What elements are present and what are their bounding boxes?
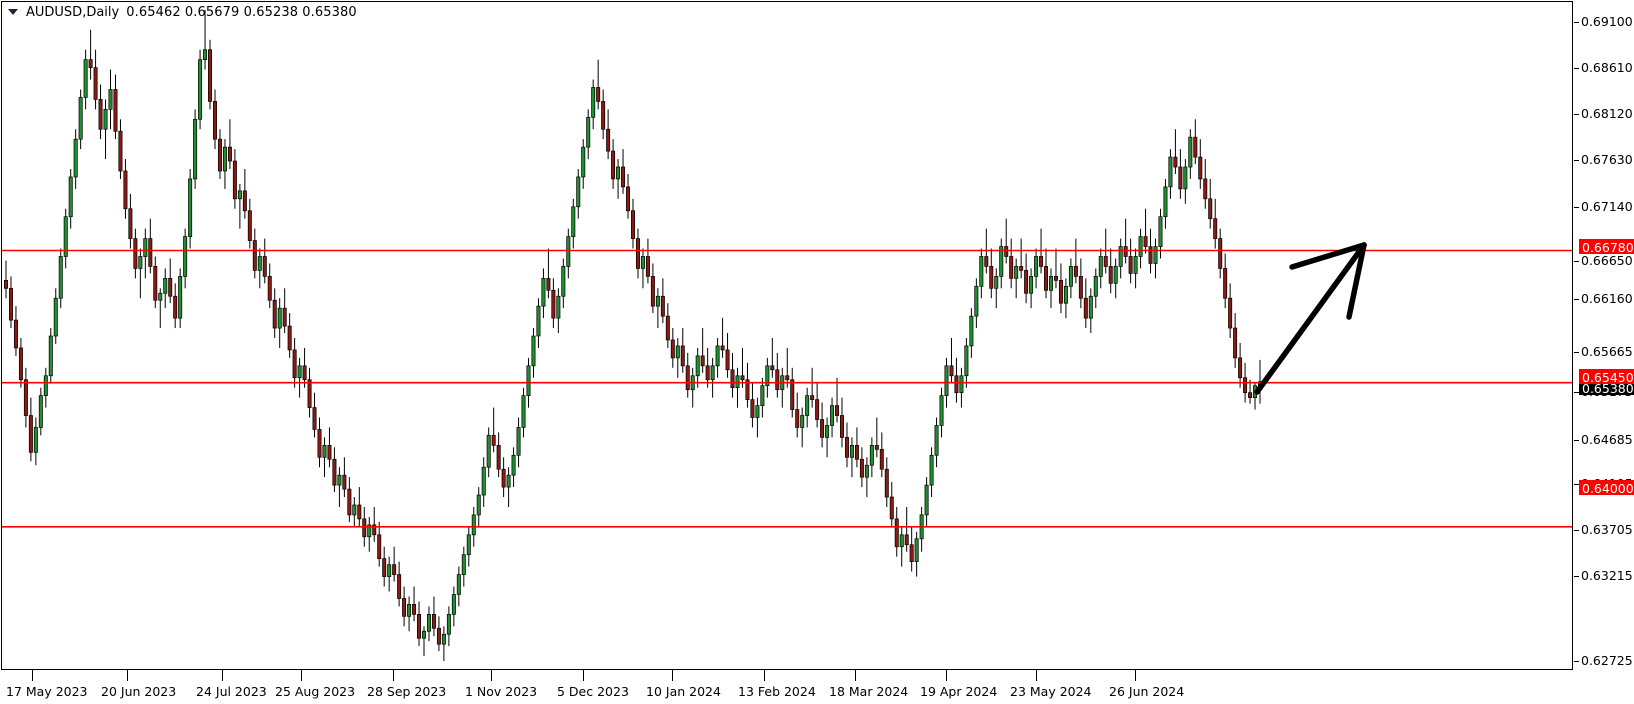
price-scale[interactable]: 0.69100 0.68610 0.68120 0.67630 0.67140 0.666… (1574, 0, 1634, 704)
price-axis-tick: 0.62725 (1574, 654, 1633, 668)
price-axis-tick-label: 0.68120 (1581, 106, 1633, 121)
bullish-trend-arrow (1254, 242, 1367, 395)
price-axis-tick-label: 0.63705 (1581, 522, 1633, 537)
price-axis-tick-label: 0.65665 (1581, 344, 1633, 359)
price-axis-tick-label: 0.66650 (1581, 253, 1633, 268)
time-axis-tick-mark (393, 670, 394, 681)
price-axis-tick-label: 0.63215 (1581, 568, 1633, 583)
tick-mark-icon (1574, 113, 1579, 115)
tick-mark-icon (1574, 206, 1579, 208)
time-axis-label: 25 Aug 2023 (275, 684, 356, 699)
price-axis-tick-label: 0.67630 (1581, 152, 1633, 167)
time-axis-tick-mark (491, 670, 492, 681)
time-axis-tick-mark (764, 670, 765, 681)
time-axis-label: 13 Feb 2024 (738, 684, 816, 699)
triangle-down-icon[interactable] (8, 9, 18, 15)
time-axis-label: 24 Jul 2023 (196, 684, 267, 699)
tick-mark-icon (1574, 21, 1579, 23)
price-axis-tick: 0.66650 (1574, 254, 1633, 268)
price-axis-tick: 0.68120 (1574, 107, 1633, 121)
time-axis-tick-mark (672, 670, 673, 681)
price-axis-tick: 0.69100 (1574, 15, 1633, 29)
price-axis-tick: 0.67140 (1574, 200, 1633, 214)
price-axis-tick: 0.67630 (1574, 153, 1633, 167)
price-axis-tick-label: 0.68610 (1581, 60, 1633, 75)
price-axis-tick-label: 0.64685 (1581, 432, 1633, 447)
time-axis-label: 19 Apr 2024 (920, 684, 998, 699)
time-axis-label: 1 Nov 2023 (465, 684, 538, 699)
tick-mark-icon (1574, 67, 1579, 69)
tick-mark-icon (1574, 351, 1579, 353)
time-axis-label: 5 Dec 2023 (557, 684, 629, 699)
price-level-tag-resistance[interactable]: 0.66780 (1579, 239, 1634, 255)
tick-mark-icon (1574, 529, 1579, 531)
time-axis-tick-mark (946, 670, 947, 681)
time-axis-tick-mark (301, 670, 302, 681)
price-level-tag-floor[interactable]: 0.64000 (1579, 480, 1634, 496)
tick-mark-icon (1574, 439, 1579, 441)
price-axis-tick-label: 0.69100 (1581, 14, 1633, 29)
price-axis-tick: 0.66160 (1574, 292, 1633, 306)
price-axis-tick-label: 0.67140 (1581, 199, 1633, 214)
time-axis-tick-mark (32, 670, 33, 681)
time-axis-label: 23 May 2024 (1010, 684, 1092, 699)
price-axis-tick: 0.65665 (1574, 345, 1633, 359)
time-axis-label: 17 May 2023 (6, 684, 88, 699)
time-axis-tick-mark (1036, 670, 1037, 681)
time-axis-tick-mark (127, 670, 128, 681)
price-axis-tick: 0.68610 (1574, 61, 1633, 75)
price-level-tag-support[interactable]: 0.65450 (1579, 369, 1634, 385)
tick-mark-icon (1574, 298, 1579, 300)
time-axis-tick-mark (222, 670, 223, 681)
ohlc-values: 0.65462 0.65679 0.65238 0.65380 (126, 4, 357, 20)
price-axis-tick: 0.63705 (1574, 523, 1633, 537)
chart-plot-area[interactable] (1, 1, 1573, 670)
time-axis-tick-mark (583, 670, 584, 681)
price-level-lines (2, 249, 1572, 528)
time-axis-label: 20 Jun 2023 (101, 684, 177, 699)
time-axis-label: 18 Mar 2024 (829, 684, 909, 699)
time-scale[interactable]: 17 May 2023 20 Jun 2023 24 Jul 2023 25 Aug … (0, 670, 1574, 704)
price-axis-tick-label: 0.62725 (1581, 653, 1633, 668)
candlestick-canvas (2, 9, 1572, 662)
tick-mark-icon (1574, 391, 1579, 393)
symbol-label: AUDUSD,Daily (26, 4, 120, 20)
time-axis-tick-mark (1135, 670, 1136, 681)
tick-mark-icon (1574, 483, 1579, 485)
price-axis-tick-label: 0.66160 (1581, 291, 1633, 306)
candle-bodies (4, 49, 1262, 645)
tick-mark-icon (1574, 260, 1579, 262)
symbol-header: AUDUSD,Daily 0.65462 0.65679 0.65238 0.6… (8, 4, 357, 20)
time-axis-label: 26 Jun 2024 (1109, 684, 1185, 699)
price-axis-tick: 0.63215 (1574, 569, 1633, 583)
price-axis-tick: 0.64685 (1574, 433, 1633, 447)
tick-mark-icon (1574, 575, 1579, 577)
tick-mark-icon (1574, 159, 1579, 161)
time-axis-label: 10 Jan 2024 (646, 684, 721, 699)
time-axis-tick-mark (855, 670, 856, 681)
tick-mark-icon (1574, 660, 1579, 662)
time-axis-label: 28 Sep 2023 (367, 684, 447, 699)
candle-wicks (5, 9, 1261, 662)
